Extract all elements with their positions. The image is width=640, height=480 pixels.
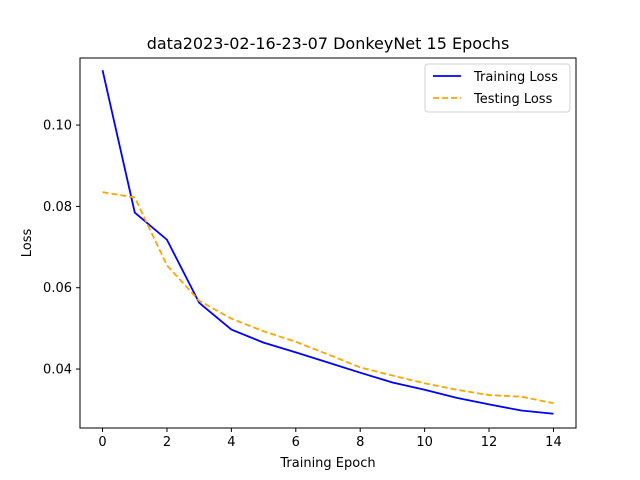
x-tick-label: 14: [545, 435, 562, 450]
y-tick-label: 0.10: [43, 119, 72, 134]
x-tick-label: 2: [163, 435, 171, 450]
y-axis-label: Loss: [20, 229, 35, 258]
chart-title: data2023-02-16-23-07 DonkeyNet 15 Epochs: [147, 34, 510, 53]
x-axis-label: Training Epoch: [279, 456, 375, 471]
x-tick-label: 10: [416, 435, 433, 450]
x-tick-label: 6: [292, 435, 300, 450]
x-tick-label: 4: [227, 435, 235, 450]
y-tick-label: 0.04: [43, 363, 72, 378]
plot-area: [101, 70, 554, 415]
y-tick-label: 0.06: [43, 281, 72, 296]
x-tick-label: 0: [98, 435, 106, 450]
axes-frame: [79, 57, 577, 429]
y-tick-label: 0.08: [43, 200, 72, 215]
legend-box: [424, 63, 571, 113]
legend: Training Loss Testing Loss: [424, 63, 571, 113]
axis-ticks: 0 2 4 6 8 10 12 14 0.04 0.06 0.08 0.10: [43, 119, 562, 450]
legend-label-training-loss: Training Loss: [473, 70, 558, 85]
x-tick-label: 12: [481, 435, 498, 450]
x-tick-label: 8: [356, 435, 364, 450]
series-line-testing-loss: [102, 191, 554, 405]
legend-label-testing-loss: Testing Loss: [473, 92, 553, 107]
series-line-training-loss: [101, 70, 554, 415]
